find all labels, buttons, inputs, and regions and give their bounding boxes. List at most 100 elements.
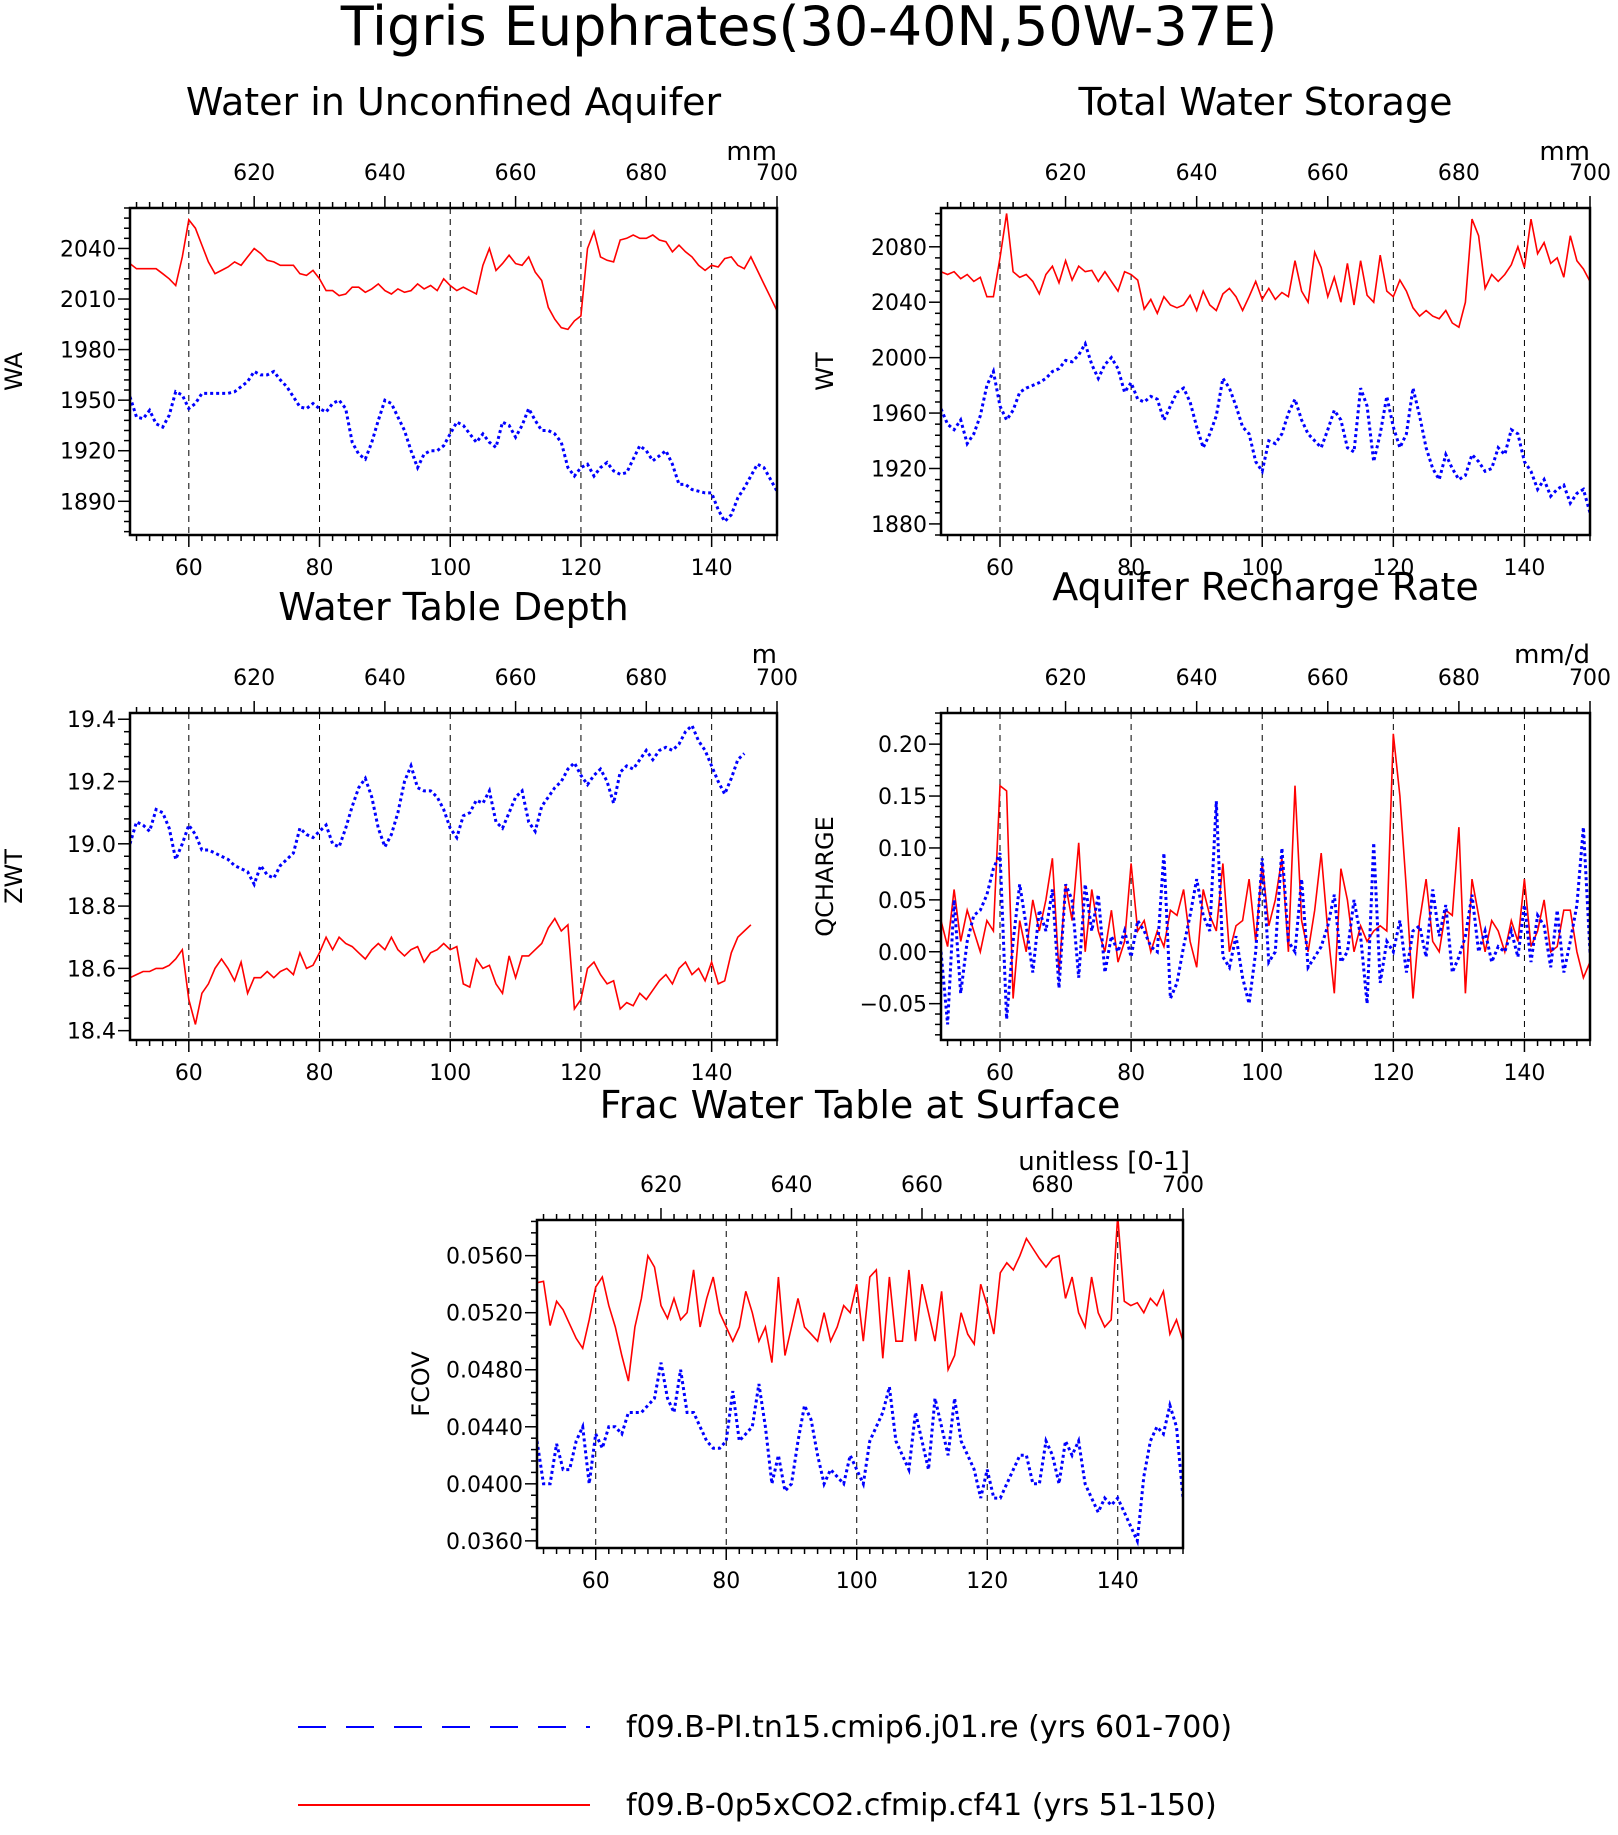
y-tick-label: 2040 (60, 237, 116, 262)
legend-label: f09.B-PI.tn15.cmip6.j01.re (yrs 601-700) (626, 1710, 1232, 1745)
y-tick-label: 1960 (871, 402, 927, 427)
plot-frame (939, 711, 1592, 1042)
y-tick-label: 1920 (60, 440, 116, 465)
x2-tick-label: 660 (495, 161, 537, 186)
x-tick-label: 120 (560, 1061, 602, 1086)
x-tick-label: 60 (986, 556, 1014, 581)
y-tick-label: 1980 (60, 339, 116, 364)
y-tick-label: 0.0480 (446, 1359, 523, 1384)
y-tick-label: 0.0560 (446, 1245, 523, 1270)
x2-tick-label: 620 (1045, 161, 1087, 186)
y-axis-label: WA (0, 352, 28, 391)
x-tick-label: 100 (429, 1061, 471, 1086)
series-line-blue (941, 340, 1590, 519)
legend: f09.B-PI.tn15.cmip6.j01.re (yrs 601-700)… (298, 1710, 1232, 1823)
x-tick-label: 120 (1372, 556, 1414, 581)
x-tick-label: 140 (691, 1061, 733, 1086)
plot-frame (128, 711, 779, 1042)
series-line-blue (537, 1362, 1183, 1547)
x-tick-label: 60 (175, 1061, 203, 1086)
x2-tick-label: 640 (1176, 666, 1218, 691)
y-tick-label: 2080 (871, 236, 927, 261)
x2-tick-label: 680 (625, 161, 667, 186)
x2-tick-label: 660 (901, 1173, 943, 1198)
x-tick-label: 140 (691, 556, 733, 581)
figure-title: Tigris Euphrates(30-40N,50W-37E) (340, 0, 1278, 58)
panel-title: Water in Unconfined Aquifer (186, 80, 722, 124)
series-line-red (941, 733, 1590, 999)
x2-tick-label: 640 (770, 1173, 812, 1198)
y-tick-label: 0.0440 (446, 1416, 523, 1441)
x2-tick-label: 660 (1307, 666, 1349, 691)
series-line-red (130, 916, 752, 1025)
y-tick-label: 2000 (871, 347, 927, 372)
x-tick-label: 60 (175, 556, 203, 581)
y-tick-label: 1950 (60, 389, 116, 414)
x2-tick-label: 620 (1045, 666, 1087, 691)
x-tick-label: 100 (1241, 1061, 1283, 1086)
y-tick-label: 1920 (871, 457, 927, 482)
y-tick-label: 0.00 (878, 941, 927, 966)
x2-tick-label: 700 (756, 161, 798, 186)
y-tick-label: 0.0400 (446, 1473, 523, 1498)
x-tick-label: 120 (1372, 1061, 1414, 1086)
x-tick-label: 100 (429, 556, 471, 581)
series-line-blue (130, 369, 777, 524)
panel-5: Frac Water Table at Surface unitless [0-1… (407, 1083, 1204, 1594)
y-tick-label: 2040 (871, 291, 927, 316)
y-tick-label: 0.05 (878, 889, 927, 914)
y-axis-label: WT (811, 352, 839, 391)
x2-tick-label: 680 (1031, 1173, 1073, 1198)
x2-tick-label: 660 (495, 666, 537, 691)
x2-tick-label: 640 (364, 666, 406, 691)
panel-title: Aquifer Recharge Rate (1052, 565, 1479, 609)
x-tick-label: 100 (1241, 556, 1283, 581)
legend-label: f09.B-0p5xCO2.cfmip.cf41 (yrs 51-150) (626, 1788, 1217, 1823)
series-line-red (941, 213, 1590, 329)
panel-title: Frac Water Table at Surface (600, 1083, 1121, 1127)
panel-4: Aquifer Recharge Rate mm/d QCHARGE 60 80 100 1… (811, 565, 1611, 1086)
y-axis-label: FCOV (407, 1351, 435, 1417)
x2-tick-label: 620 (640, 1173, 682, 1198)
y-tick-label: 0.0520 (446, 1302, 523, 1327)
y-tick-label: −0.05 (860, 993, 927, 1018)
y-tick-label: 0.15 (878, 785, 927, 810)
y-tick-label: 0.0360 (446, 1530, 523, 1555)
x2-tick-label: 700 (1569, 161, 1611, 186)
x2-tick-label: 680 (1438, 666, 1480, 691)
plot-frame (535, 1218, 1185, 1550)
panel-3: Water Table Depth m ZWT 60 80 100 120 140 620 640… (0, 585, 798, 1086)
y-tick-label: 1890 (60, 490, 116, 515)
units-label: m (752, 640, 777, 670)
y-tick-label: 18.4 (67, 1020, 116, 1045)
y-tick-label: 19.0 (67, 833, 116, 858)
x2-tick-label: 700 (1162, 1173, 1204, 1198)
units-label: mm (1539, 137, 1590, 167)
y-tick-label: 1880 (871, 513, 927, 538)
units-label: mm (726, 137, 777, 167)
y-tick-label: 2010 (60, 288, 116, 313)
y-tick-label: 0.20 (878, 733, 927, 758)
x-tick-label: 140 (1503, 1061, 1545, 1086)
x-tick-label: 140 (1097, 1569, 1139, 1594)
x-tick-label: 80 (1117, 556, 1145, 581)
plot-frame (128, 206, 779, 537)
y-tick-label: 0.10 (878, 837, 927, 862)
x-tick-label: 80 (712, 1569, 740, 1594)
x-tick-label: 100 (836, 1569, 878, 1594)
panel-2: Total Water Storage mm WT 60 80 100 120 140 620 6… (811, 80, 1611, 581)
x-tick-label: 60 (582, 1569, 610, 1594)
y-axis-label: QCHARGE (811, 816, 839, 937)
units-label: unitless [0-1] (1018, 1147, 1190, 1177)
x-tick-label: 60 (986, 1061, 1014, 1086)
units-label: mm/d (1514, 640, 1590, 670)
y-tick-label: 18.8 (67, 895, 116, 920)
x2-tick-label: 680 (625, 666, 667, 691)
y-tick-label: 19.2 (67, 771, 116, 796)
x2-tick-label: 700 (756, 666, 798, 691)
y-tick-label: 18.6 (67, 957, 116, 982)
x-tick-label: 120 (560, 556, 602, 581)
